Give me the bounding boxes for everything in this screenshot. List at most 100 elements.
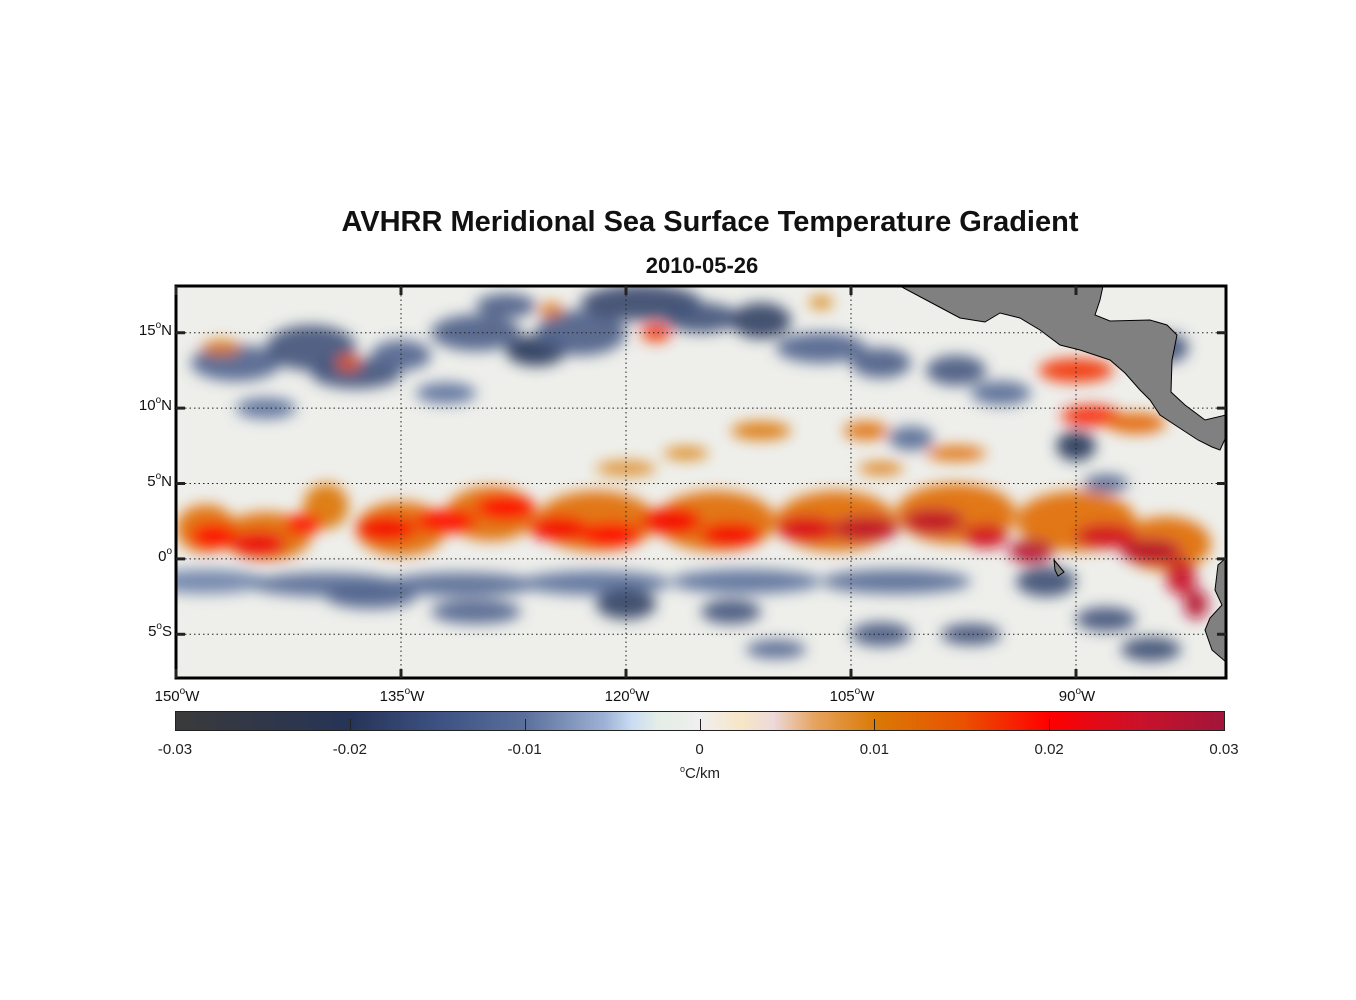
gradient-feature bbox=[521, 570, 671, 596]
colorbar-tick bbox=[349, 719, 351, 730]
plot-frame bbox=[174, 284, 1228, 680]
gradient-feature bbox=[596, 589, 656, 620]
gradient-feature bbox=[821, 569, 971, 594]
gradient-feature bbox=[1038, 358, 1114, 383]
degree-symbol: o bbox=[854, 686, 861, 697]
tick-hemisphere: W bbox=[1081, 688, 1096, 705]
tick-hemisphere: N bbox=[161, 472, 172, 490]
degree-symbol: o bbox=[166, 545, 172, 557]
unit-text: C/km bbox=[685, 765, 721, 782]
chart-subtitle: 2010-05-26 bbox=[645, 253, 759, 278]
colorbar-tick-label: 0.02 bbox=[1034, 741, 1064, 758]
tick-hemisphere: W bbox=[635, 688, 650, 705]
gradient-feature bbox=[701, 599, 761, 624]
gradient-feature bbox=[746, 640, 806, 659]
gradient-feature bbox=[1166, 558, 1196, 596]
degree-symbol: o bbox=[679, 764, 686, 774]
tick-degree: 105 bbox=[829, 688, 855, 705]
tick-degree: 15 bbox=[138, 321, 156, 339]
colorbar-tick bbox=[1049, 719, 1051, 730]
gradient-feature bbox=[201, 340, 241, 356]
gradient-feature bbox=[833, 516, 899, 541]
degree-symbol: o bbox=[155, 470, 162, 482]
colorbar-tick bbox=[524, 719, 526, 730]
colorbar-tick bbox=[699, 719, 701, 730]
y-tick-label: 10oN bbox=[139, 395, 172, 414]
degree-symbol: o bbox=[1075, 686, 1082, 697]
y-tick-label: 5oN bbox=[147, 471, 172, 490]
degree-symbol: o bbox=[156, 621, 162, 633]
gradient-feature bbox=[311, 358, 401, 389]
degree-symbol: o bbox=[155, 319, 162, 331]
gradient-feature bbox=[336, 355, 361, 371]
gradient-feature bbox=[1106, 412, 1166, 434]
gradient-feature bbox=[641, 323, 671, 342]
tick-hemisphere: N bbox=[161, 321, 172, 339]
gradient-feature bbox=[963, 524, 1009, 549]
tick-degree: 120 bbox=[604, 688, 630, 705]
tick-hemisphere: W bbox=[860, 688, 875, 705]
gradient-feature bbox=[1121, 637, 1181, 662]
x-tick-label: 90oW bbox=[1059, 686, 1095, 705]
gradient-feature bbox=[285, 513, 322, 535]
tick-hemisphere: S bbox=[161, 623, 172, 641]
gradient-feature bbox=[903, 509, 964, 534]
gradient-feature bbox=[731, 421, 791, 440]
gradient-feature bbox=[431, 314, 521, 351]
gradient-feature bbox=[176, 569, 266, 594]
gradient-feature bbox=[1083, 474, 1129, 493]
gradient-feature bbox=[1056, 430, 1096, 461]
gradient-feature bbox=[671, 569, 821, 594]
gradient-feature bbox=[851, 622, 911, 647]
chart-title: AVHRR Meridional Sea Surface Temperature… bbox=[341, 206, 1079, 238]
gradient-feature bbox=[431, 599, 521, 624]
gradient-feature bbox=[941, 623, 1001, 645]
degree-symbol: o bbox=[629, 686, 636, 697]
y-tick-label: 0o bbox=[158, 546, 172, 565]
gradient-feature bbox=[476, 495, 536, 520]
colorbar-tick-label: 0.01 bbox=[859, 741, 889, 758]
gradient-feature bbox=[539, 302, 563, 318]
x-tick-label: 135oW bbox=[380, 686, 425, 705]
tick-degree: 0 bbox=[158, 547, 167, 565]
degree-symbol: o bbox=[179, 686, 186, 697]
colorbar-tick-label: 0 bbox=[695, 741, 704, 758]
degree-symbol: o bbox=[404, 686, 411, 697]
gradient-feature bbox=[926, 355, 986, 386]
land-galapagos bbox=[1053, 558, 1065, 577]
gradient-feature bbox=[971, 380, 1031, 406]
tick-hemisphere: W bbox=[410, 688, 425, 705]
gradient-feature bbox=[596, 460, 656, 476]
colorbar-tick bbox=[874, 719, 876, 730]
gradient-feature bbox=[191, 524, 236, 549]
gradient-feature bbox=[371, 340, 431, 371]
gradient-feature bbox=[1076, 524, 1136, 549]
gradient-feature bbox=[356, 516, 416, 541]
y-tick-label: 15oN bbox=[139, 320, 172, 339]
gradient-feature bbox=[1076, 607, 1136, 632]
gradient-feature bbox=[1016, 566, 1076, 597]
tick-hemisphere: W bbox=[185, 688, 200, 705]
gradient-feature bbox=[888, 426, 934, 451]
colorbar-tick-label: -0.02 bbox=[332, 741, 367, 758]
gradient-feature bbox=[663, 447, 709, 460]
tick-degree: 5 bbox=[147, 472, 156, 490]
tick-degree: 90 bbox=[1058, 688, 1076, 705]
gradient-feature bbox=[843, 421, 889, 440]
y-tick-label: 5oS bbox=[148, 621, 172, 640]
gradient-feature bbox=[641, 507, 701, 535]
gradient-feature bbox=[1121, 539, 1181, 564]
gradient-feature bbox=[528, 516, 589, 541]
gradient-feature bbox=[776, 332, 866, 363]
gradient-feature bbox=[731, 302, 791, 339]
gradient-feature bbox=[266, 325, 356, 371]
gradient-feature bbox=[1061, 405, 1121, 427]
tick-degree: 10 bbox=[138, 397, 156, 415]
gradient-feature bbox=[1184, 589, 1208, 620]
gradient-feature bbox=[809, 296, 833, 309]
land-central-america bbox=[899, 286, 1226, 451]
degree-symbol: o bbox=[155, 395, 162, 407]
gradient-feature bbox=[858, 462, 904, 475]
colorbar-unit-label: oC/km bbox=[680, 764, 720, 782]
